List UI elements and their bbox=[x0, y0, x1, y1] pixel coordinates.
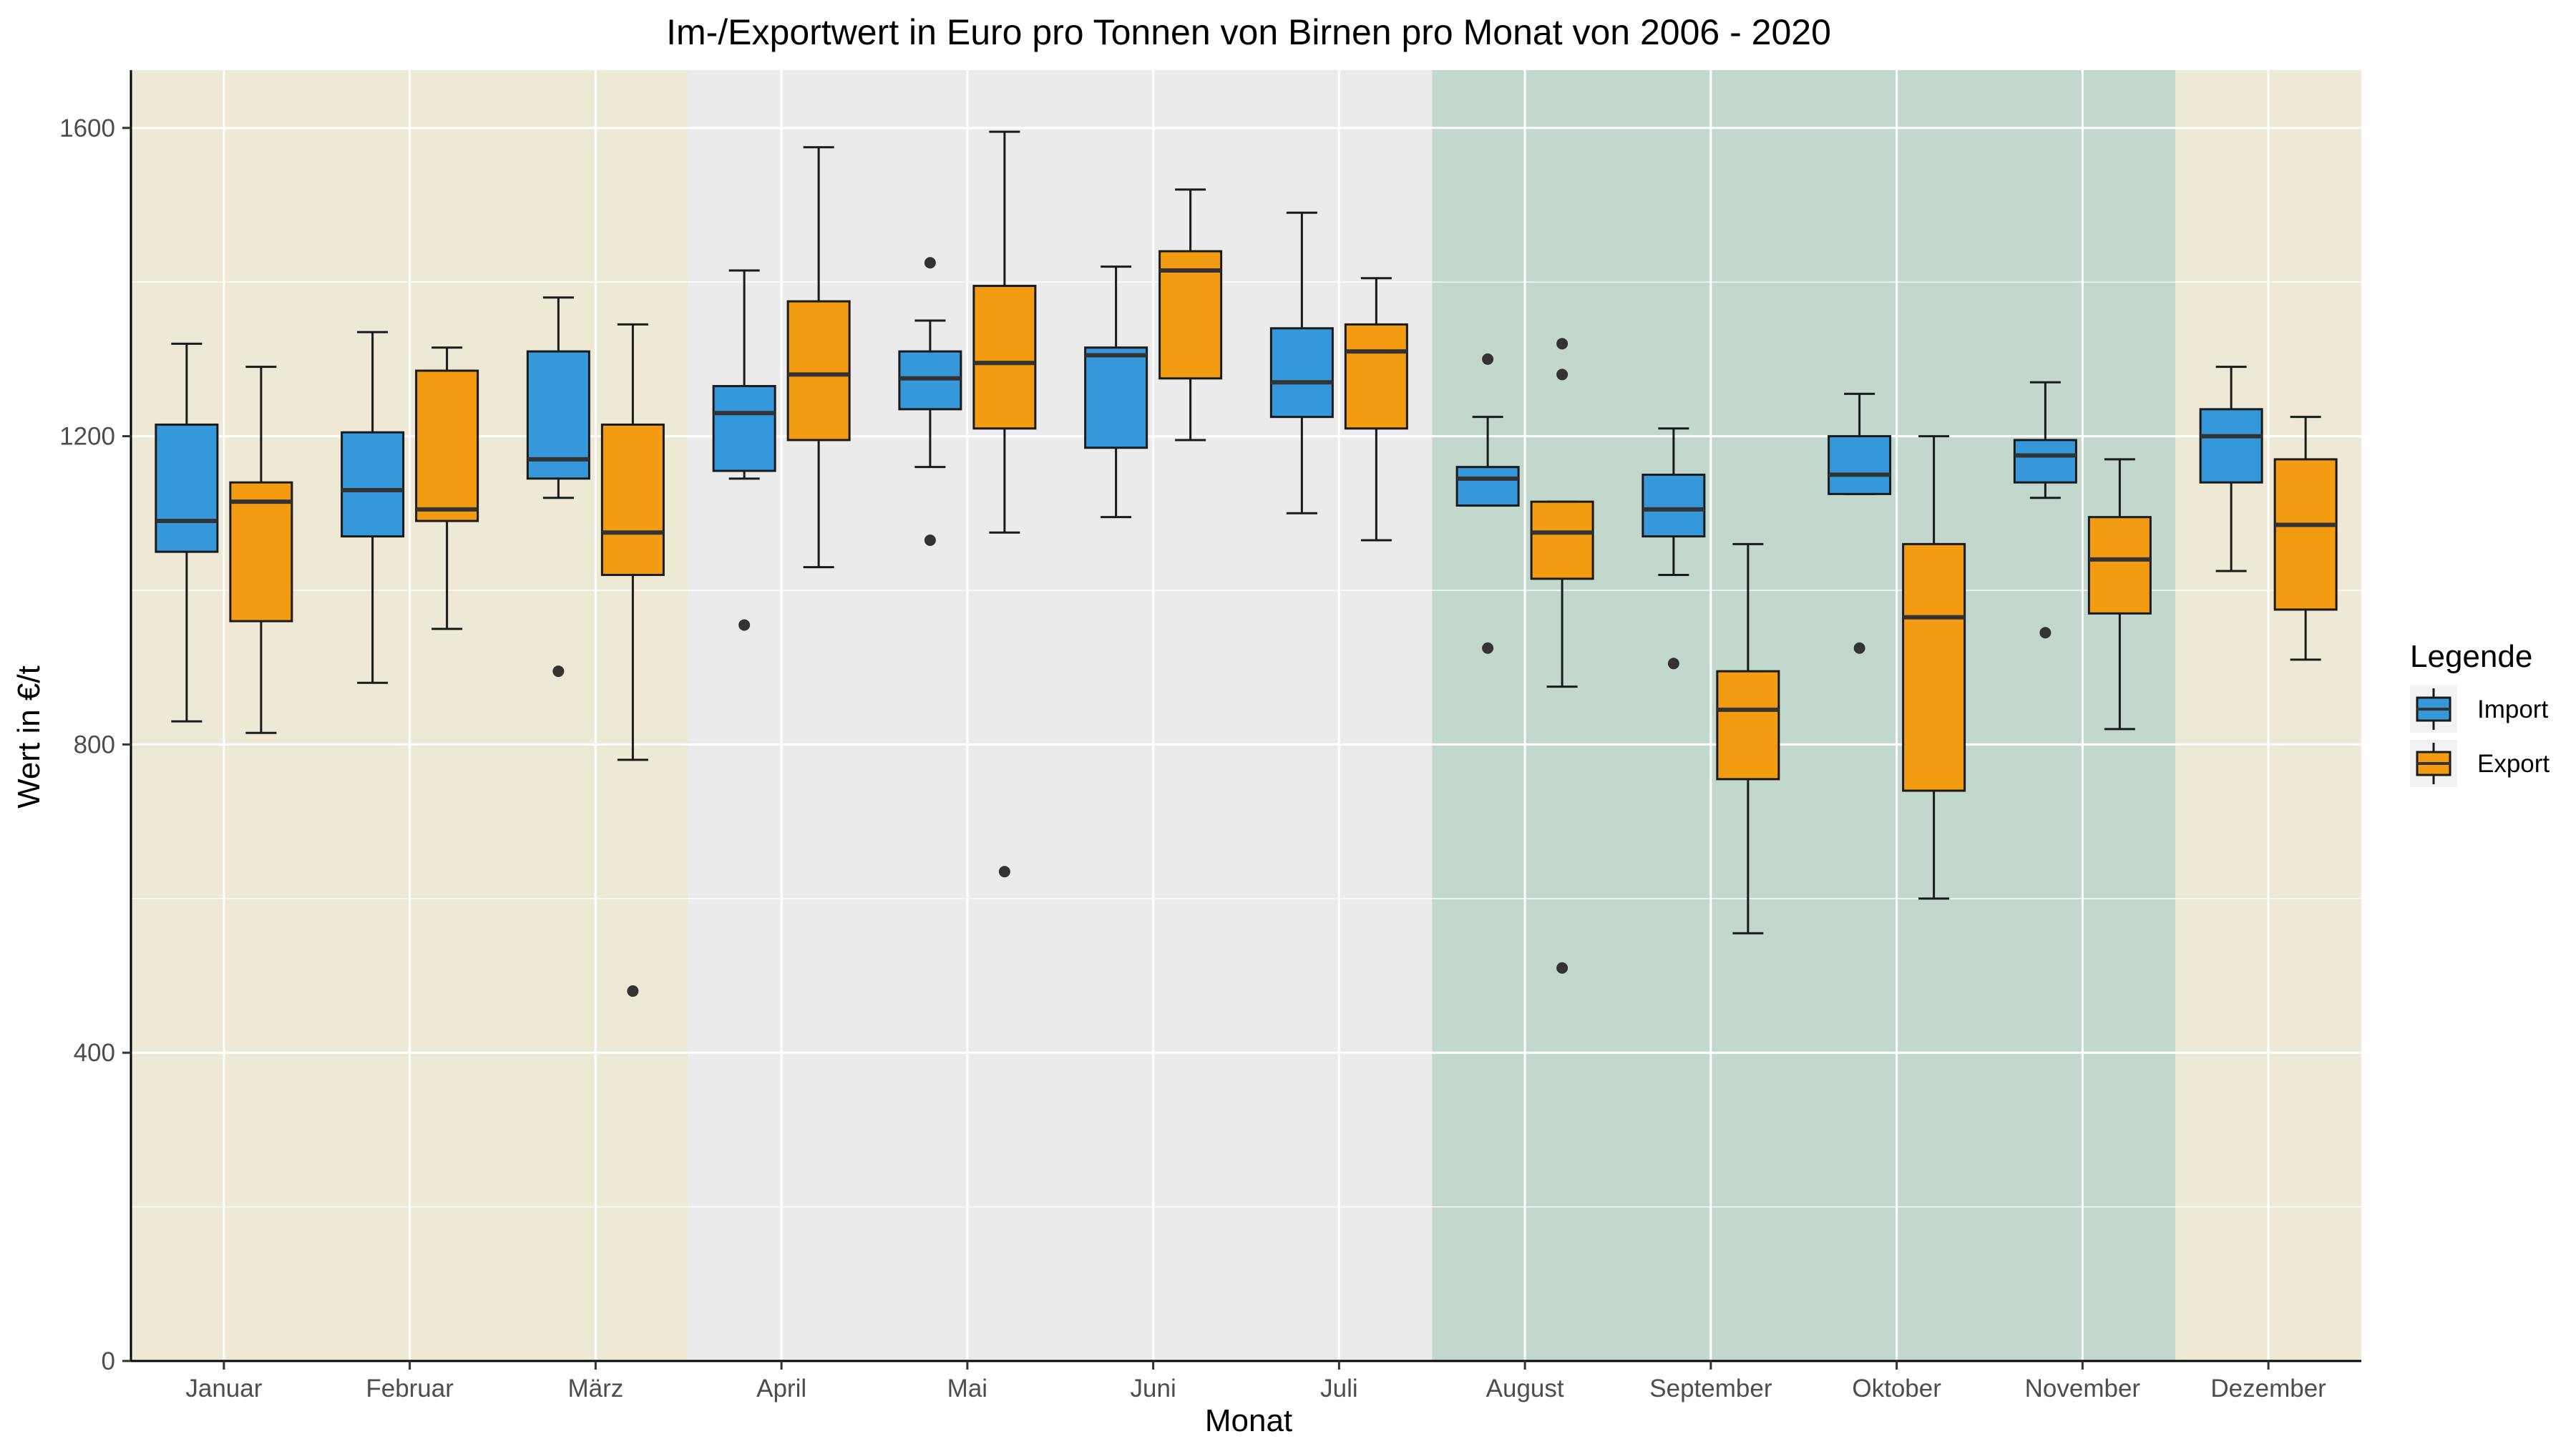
outlier-point bbox=[924, 257, 936, 269]
outlier-point bbox=[1556, 338, 1568, 350]
x-tick-label: Oktober bbox=[1852, 1375, 1941, 1402]
box-export bbox=[786, 146, 851, 569]
box-export bbox=[600, 323, 665, 997]
box-body bbox=[1716, 670, 1780, 781]
box-body bbox=[1269, 327, 1334, 419]
box-body bbox=[972, 285, 1037, 430]
box-import bbox=[1269, 211, 1334, 514]
outlier-point bbox=[1482, 642, 1494, 654]
box-import bbox=[1641, 427, 1706, 670]
outlier-point bbox=[1482, 353, 1494, 365]
box-export bbox=[415, 346, 479, 630]
season-band bbox=[688, 70, 1433, 1361]
outlier-point bbox=[627, 985, 639, 997]
x-tick-label: November bbox=[2025, 1375, 2141, 1402]
x-tick-label: Februar bbox=[366, 1375, 454, 1402]
box-body bbox=[2013, 439, 2077, 484]
box-body bbox=[712, 385, 776, 472]
box-export bbox=[1530, 338, 1594, 974]
x-tick-label: April bbox=[756, 1375, 806, 1402]
box-export bbox=[2087, 458, 2152, 731]
outlier-point bbox=[998, 866, 1010, 878]
box-body bbox=[1530, 500, 1594, 580]
box-body bbox=[155, 423, 219, 553]
x-tick-label: Januar bbox=[185, 1375, 262, 1402]
box-body bbox=[1455, 466, 1520, 507]
tick-labels: 0 400 800 1200 1600 Januar Februar März April Mai… bbox=[59, 114, 2326, 1402]
box-body bbox=[1828, 435, 1892, 495]
x-tick-label: Mai bbox=[947, 1375, 987, 1402]
box-body bbox=[1344, 323, 1408, 430]
box-body bbox=[786, 300, 851, 441]
outlier-point bbox=[552, 665, 565, 678]
outlier-point bbox=[1556, 962, 1568, 974]
outlier-point bbox=[924, 534, 936, 546]
box-body bbox=[1641, 473, 1706, 538]
outlier-point bbox=[2039, 627, 2051, 639]
outlier-point bbox=[738, 619, 751, 631]
axes bbox=[130, 70, 2361, 1362]
season-band bbox=[1432, 70, 2176, 1361]
box-body bbox=[2199, 408, 2263, 484]
box-export bbox=[1902, 435, 1966, 900]
y-tick-label: 400 bbox=[74, 1039, 115, 1067]
x-axis-title: Monat bbox=[1205, 1403, 1292, 1438]
box-export bbox=[972, 130, 1037, 878]
chart-title: Im-/Exportwert in Euro pro Tonnen von Bi… bbox=[666, 12, 1831, 52]
x-tick-label: September bbox=[1649, 1375, 1772, 1402]
legend-label: Import bbox=[2477, 696, 2548, 723]
box-body bbox=[1902, 542, 1966, 792]
legend-label: Export bbox=[2477, 750, 2550, 778]
box-import bbox=[341, 331, 405, 684]
box-marks bbox=[155, 130, 2338, 997]
x-tick-label: März bbox=[567, 1375, 623, 1402]
season-bands bbox=[131, 70, 2361, 1361]
x-tick-label: Juni bbox=[1131, 1375, 1176, 1402]
box-body bbox=[2273, 458, 2338, 611]
y-tick-label: 800 bbox=[74, 731, 115, 758]
y-tick-label: 1200 bbox=[59, 423, 115, 451]
box-body bbox=[1084, 346, 1148, 449]
x-tick-label: August bbox=[1486, 1375, 1564, 1402]
box-import bbox=[2199, 366, 2263, 572]
box-export bbox=[1344, 277, 1408, 542]
box-export bbox=[2273, 416, 2338, 661]
box-import bbox=[1455, 353, 1520, 654]
box-import bbox=[1084, 265, 1148, 519]
box-body bbox=[2087, 516, 2152, 615]
box-body bbox=[600, 423, 665, 576]
box-body bbox=[341, 431, 405, 538]
legend-item-import: Import bbox=[2410, 686, 2548, 733]
box-import bbox=[898, 257, 962, 546]
outlier-point bbox=[1667, 658, 1679, 670]
box-import bbox=[712, 269, 776, 631]
box-import bbox=[155, 342, 219, 723]
legend: Legende Import Export bbox=[2410, 639, 2550, 787]
outlier-point bbox=[1853, 642, 1865, 654]
box-export bbox=[229, 366, 293, 734]
box-import bbox=[526, 296, 590, 678]
box-export bbox=[1158, 188, 1223, 441]
legend-item-export: Export bbox=[2410, 740, 2550, 787]
x-tick-label: Juli bbox=[1320, 1375, 1358, 1402]
outlier-point bbox=[1556, 369, 1568, 381]
y-axis-title: Wert in €/t bbox=[11, 665, 47, 809]
x-tick-label: Dezember bbox=[2210, 1375, 2326, 1402]
box-body bbox=[229, 481, 293, 623]
legend-title: Legende bbox=[2410, 639, 2532, 674]
box-export bbox=[1716, 542, 1780, 935]
y-tick-label: 1600 bbox=[59, 114, 115, 142]
box-import bbox=[2013, 381, 2077, 639]
y-tick-label: 0 bbox=[102, 1347, 115, 1375]
box-body bbox=[415, 369, 479, 522]
box-import bbox=[1828, 392, 1892, 654]
